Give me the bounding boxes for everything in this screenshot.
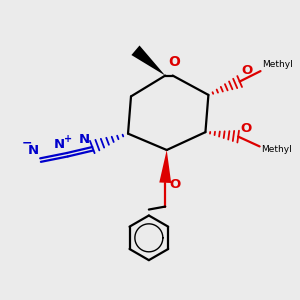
Text: Methyl: Methyl <box>262 60 293 69</box>
Polygon shape <box>159 150 171 183</box>
Text: +: + <box>64 134 73 144</box>
Text: O: O <box>241 64 252 77</box>
Text: −: − <box>22 136 32 149</box>
Text: N: N <box>53 139 64 152</box>
Text: N: N <box>79 133 90 146</box>
Text: N: N <box>28 144 39 157</box>
Text: Methyl: Methyl <box>261 145 292 154</box>
Text: O: O <box>168 55 180 69</box>
Polygon shape <box>131 46 165 76</box>
Text: O: O <box>170 178 181 191</box>
Text: O: O <box>241 122 252 135</box>
